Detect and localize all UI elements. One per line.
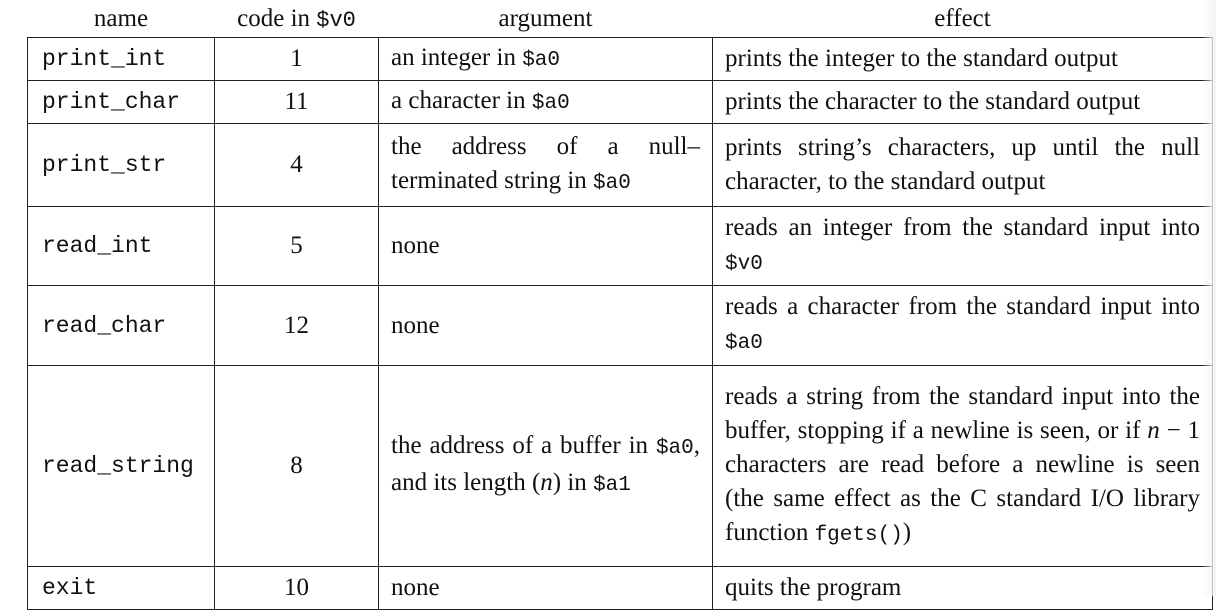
syscall-effect: reads a string from the standard input i… — [712, 365, 1213, 567]
table-row-print-int: print_int 1 an integer in $a0 prints the… — [27, 37, 1213, 81]
effect-register: $a0 — [725, 332, 763, 355]
table-header: name code in $v0 argument effect — [28, 0, 1213, 38]
table-row-read-string: read_string 8 the address of a buffer in… — [27, 365, 1213, 567]
syscall-argument: a character in $a0 — [378, 80, 713, 124]
argument-text: a character in — [391, 86, 532, 114]
effect-text: − 1 characters are read before a new­lin… — [725, 416, 1200, 546]
syscall-code: 4 — [214, 123, 379, 207]
syscall-effect: prints the integer to the standard outpu… — [712, 37, 1213, 81]
argument-register: $a0 — [593, 171, 631, 195]
table-row-read-int: read_int 5 none reads an integer from th… — [27, 206, 1213, 286]
table-row-print-char: print_char 11 a character in $a0 prints … — [27, 80, 1213, 124]
table-row-print-str: print_str 4 the address of a null–termin… — [27, 123, 1213, 207]
effect-code: fgets() — [814, 523, 903, 547]
syscall-code: 1 — [214, 37, 379, 81]
table-row-exit: exit 10 none quits the program — [27, 566, 1213, 610]
header-code-register: $v0 — [316, 7, 356, 33]
argument-text: , and its length ( — [391, 432, 700, 496]
argument-register: $a0 — [531, 91, 570, 115]
syscall-name: exit — [27, 566, 215, 610]
syscall-name: read_string — [27, 365, 215, 567]
syscall-argument: none — [378, 206, 713, 286]
argument-text: the address of a null–terminated string … — [391, 132, 700, 194]
syscall-name: print_char — [27, 80, 215, 124]
effect-text: reads a string from the standard input i… — [725, 382, 1200, 444]
syscall-code: 8 — [214, 365, 379, 567]
syscall-effect: quits the program — [712, 566, 1213, 610]
syscall-argument: none — [378, 566, 713, 610]
syscall-name: print_str — [27, 123, 215, 207]
syscall-name: read_char — [27, 285, 215, 366]
header-code: code in $v0 — [215, 0, 379, 38]
syscall-name: read_int — [27, 206, 215, 286]
syscall-code: 5 — [214, 206, 379, 286]
argument-text: none — [391, 311, 440, 339]
argument-text: ) in — [552, 469, 594, 496]
argument-text: the address of a buffer in — [391, 432, 656, 459]
argument-text: an integer in — [391, 43, 523, 71]
argument-text: none — [391, 232, 440, 259]
effect-text: ) — [902, 518, 912, 546]
effect-register: $v0 — [725, 252, 763, 276]
syscall-code: 10 — [214, 566, 379, 610]
page-edge-shade — [1202, 0, 1216, 596]
syscall-effect: reads a character from the standard inpu… — [712, 285, 1213, 366]
header-argument: argument — [498, 4, 593, 32]
effect-text: reads a character from the standard inpu… — [725, 293, 1200, 320]
effect-text: quits the program — [725, 574, 902, 601]
argument-register: $a0 — [522, 48, 561, 72]
syscall-argument: the address of a null–terminated string … — [378, 123, 713, 207]
effect-text: prints string’s characters, up until the… — [725, 134, 1200, 195]
header-name: name — [93, 4, 149, 32]
effect-text: reads an integer from the standard input… — [725, 213, 1200, 241]
syscall-table: name code in $v0 argument effect print_i… — [27, 0, 1213, 610]
effect-text: prints the integer to the standard outpu… — [725, 45, 1118, 72]
argument-text: none — [391, 574, 440, 601]
header-code-text: code in — [237, 4, 317, 32]
effect-variable: n — [1147, 416, 1160, 444]
syscall-code: 12 — [214, 285, 379, 366]
syscall-argument: the address of a buffer in $a0, and its … — [378, 365, 713, 567]
syscall-effect: prints string’s characters, up until the… — [712, 123, 1213, 207]
syscall-name: print_int — [27, 37, 215, 81]
syscall-effect: reads an integer from the standard input… — [712, 206, 1213, 286]
argument-variable: n — [540, 469, 553, 496]
header-row: name code in $v0 argument effect — [28, 0, 1213, 38]
table-row-read-char: read_char 12 none reads a character from… — [27, 285, 1213, 366]
table-body: print_int 1 an integer in $a0 prints the… — [27, 37, 1213, 610]
argument-register: $a1 — [593, 474, 631, 497]
syscall-argument: an integer in $a0 — [378, 37, 713, 81]
header-effect: effect — [934, 4, 991, 32]
syscall-effect: prints the character to the standard out… — [712, 80, 1213, 124]
syscall-argument: none — [378, 285, 713, 366]
effect-text: prints the character to the standard out… — [725, 88, 1141, 115]
syscall-code: 11 — [214, 80, 379, 124]
argument-register: $a0 — [655, 437, 694, 460]
